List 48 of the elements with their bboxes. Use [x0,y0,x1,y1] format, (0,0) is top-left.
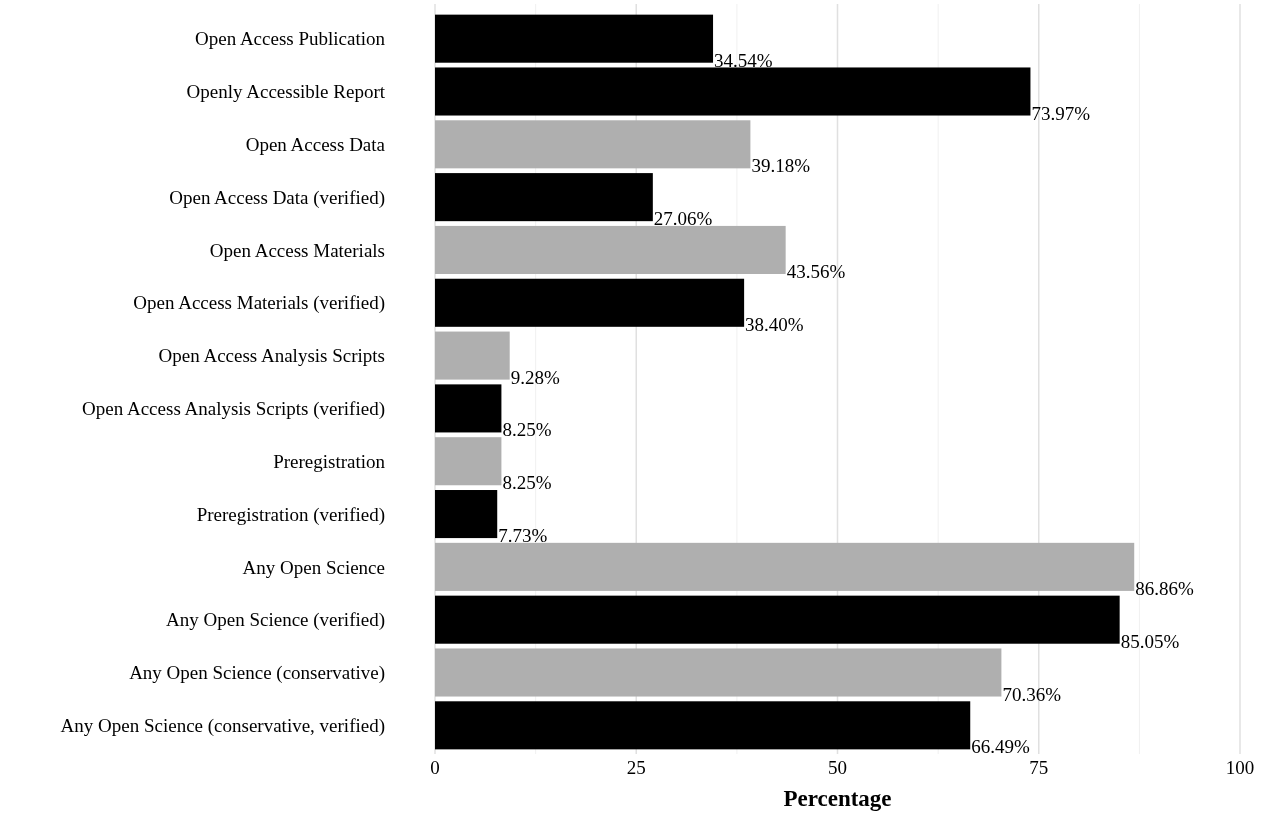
bar [435,225,786,274]
bar [435,278,745,327]
y-tick-label: Open Access Analysis Scripts [158,345,385,367]
x-tick-label: 0 [430,757,440,778]
bar [435,331,510,380]
bar [435,490,498,539]
data-label: 9.28% [510,366,560,388]
data-label: 70.36% [1002,683,1062,705]
y-tick-label: Any Open Science (conservative) [129,662,385,685]
data-label: 73.97% [1031,102,1091,124]
bar [435,384,502,433]
data-label: 8.25% [502,472,552,494]
y-tick-label: Open Access Data (verified) [169,186,385,209]
data-label: 66.49% [971,736,1030,758]
y-tick-label: Any Open Science (conservative, verified) [60,714,385,737]
x-tick-label: 25 [626,757,646,778]
data-label: 8.25% [502,419,552,441]
y-tick-label: Open Access Publication [195,28,386,50]
bar [435,701,971,750]
bar [435,542,1135,591]
x-tick-label: 50 [828,757,847,778]
bar [435,595,1120,644]
data-label: 43.56% [786,260,846,282]
y-tick-label: Open Access Materials (verified) [133,292,385,315]
data-label: 86.86% [1135,577,1194,599]
bar [435,648,1002,697]
y-tick-label: Openly Accessible Report [186,81,386,103]
x-tick-label: 75 [1029,757,1049,778]
bar [435,437,502,486]
x-axis-title: Percentage [783,786,892,811]
data-label: 27.06% [653,208,713,230]
data-label: 38.40% [745,313,804,335]
y-tick-label: Open Access Materials [209,239,385,261]
bar [435,173,653,222]
y-tick-label: Preregistration [273,450,386,472]
y-tick-label: Any Open Science (verified) [166,609,385,632]
y-tick-label: Any Open Science [242,556,385,578]
y-tick-label: Preregistration (verified) [196,503,385,526]
bar [435,67,1031,116]
y-tick-label: Open Access Analysis Scripts (verified) [82,398,385,421]
x-tick-label: 100 [1225,757,1255,778]
data-label: 34.54% [714,49,773,71]
bar [435,14,714,63]
data-label: 39.18% [751,155,811,177]
y-tick-label: Open Access Data [245,133,386,155]
data-label: 7.73% [498,525,548,547]
data-label: 85.05% [1120,630,1180,652]
bar [435,120,751,169]
